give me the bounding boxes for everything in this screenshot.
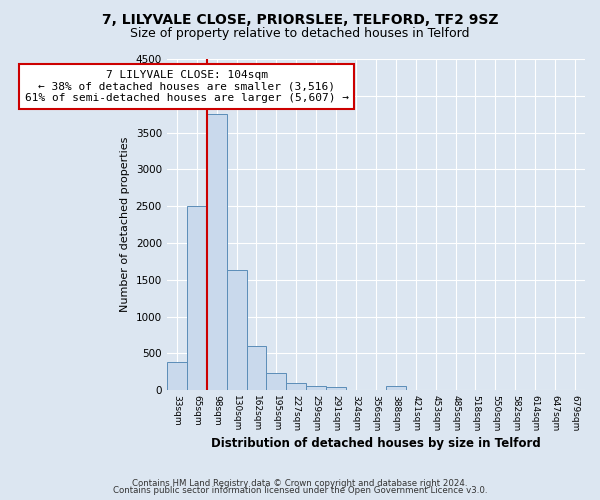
- Text: 7, LILYVALE CLOSE, PRIORSLEE, TELFORD, TF2 9SZ: 7, LILYVALE CLOSE, PRIORSLEE, TELFORD, T…: [102, 12, 498, 26]
- Bar: [326, 386, 346, 390]
- X-axis label: Distribution of detached houses by size in Telford: Distribution of detached houses by size …: [211, 437, 541, 450]
- Bar: [306, 386, 326, 390]
- Text: 7 LILYVALE CLOSE: 104sqm
← 38% of detached houses are smaller (3,516)
61% of sem: 7 LILYVALE CLOSE: 104sqm ← 38% of detach…: [25, 70, 349, 103]
- Bar: [206, 114, 227, 390]
- Bar: [187, 206, 206, 390]
- Text: Contains HM Land Registry data © Crown copyright and database right 2024.: Contains HM Land Registry data © Crown c…: [132, 478, 468, 488]
- Bar: [266, 372, 286, 390]
- Bar: [386, 386, 406, 390]
- Bar: [167, 362, 187, 390]
- Y-axis label: Number of detached properties: Number of detached properties: [120, 137, 130, 312]
- Text: Size of property relative to detached houses in Telford: Size of property relative to detached ho…: [130, 28, 470, 40]
- Bar: [286, 383, 306, 390]
- Bar: [247, 346, 266, 390]
- Text: Contains public sector information licensed under the Open Government Licence v3: Contains public sector information licen…: [113, 486, 487, 495]
- Bar: [227, 270, 247, 390]
